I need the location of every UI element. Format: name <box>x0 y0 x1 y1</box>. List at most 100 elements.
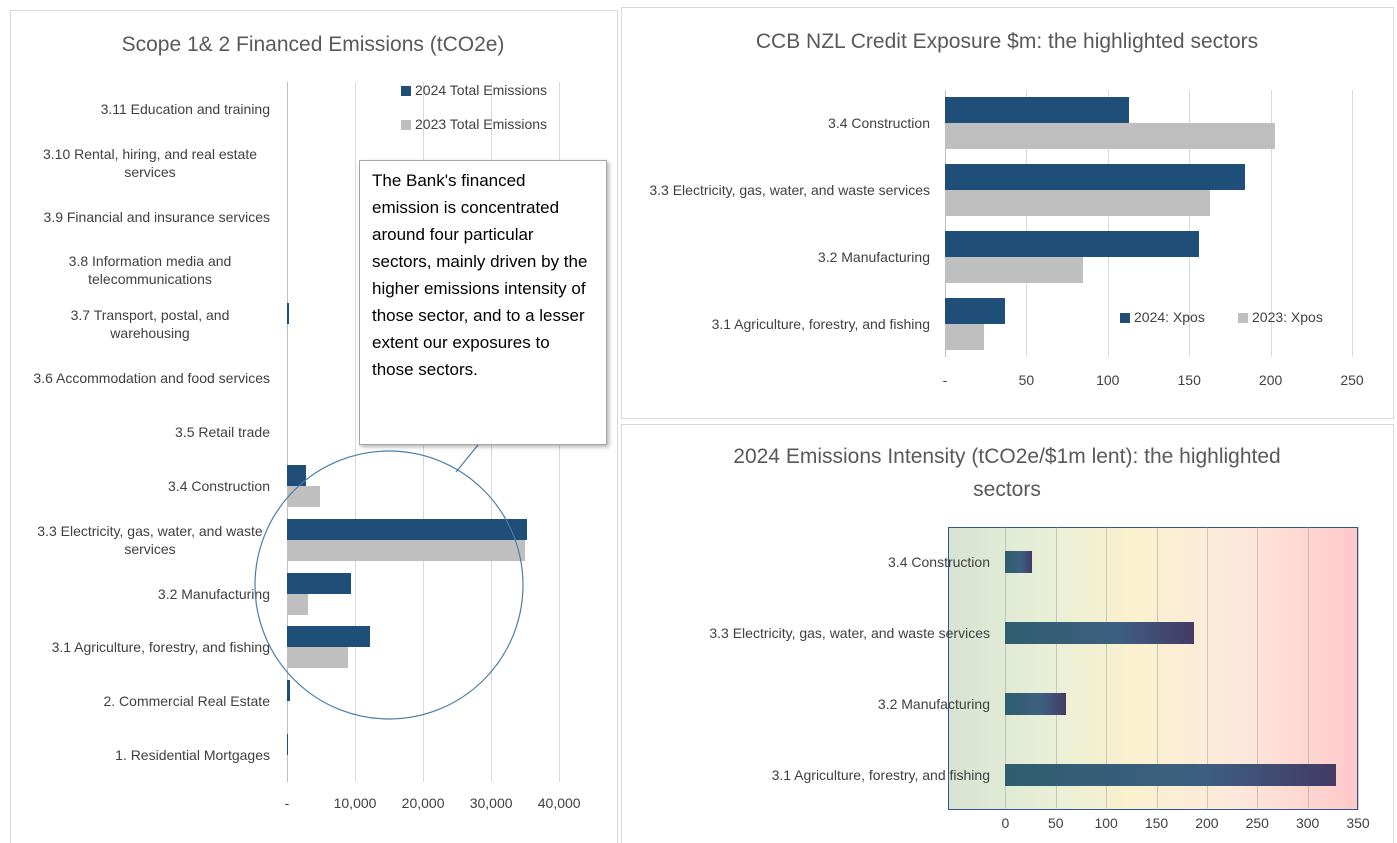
grid-line <box>1189 90 1191 357</box>
bar <box>287 701 289 723</box>
x-tick-label: 250 <box>1340 372 1364 388</box>
bar <box>945 256 1084 283</box>
category-label: 3.4 Construction <box>30 466 270 506</box>
grid-line <box>1206 527 1208 810</box>
category-text: 3.6 Accommodation and food services <box>33 370 270 387</box>
category-label: 1. Residential Mortgages <box>30 735 270 775</box>
chart-title: 2024 Emissions Intensity (tCO2e/$1m lent… <box>733 445 1281 501</box>
category-text: 3.5 Retail trade <box>175 424 270 440</box>
bar <box>287 464 307 486</box>
grid-line <box>1106 527 1108 810</box>
category-label: 3.4 Construction <box>630 103 930 143</box>
category-label: 3.2 Manufacturing <box>30 574 270 614</box>
grid-line <box>1156 527 1158 810</box>
category-text: 3.11 Education and training <box>100 100 270 117</box>
x-tick-label: 10,000 <box>333 795 377 811</box>
x-tick-label: 200 <box>1258 372 1283 388</box>
category-label: 2. Commercial Real Estate <box>30 681 270 721</box>
grid-line <box>1270 90 1272 357</box>
bar <box>945 190 1211 217</box>
legend-label: 2024 Total Emissions <box>415 82 548 98</box>
grid-line <box>1352 90 1353 357</box>
bar <box>287 593 309 615</box>
category-label: 3.3 Electricity, gas, water, and waste s… <box>630 613 990 653</box>
grid-line <box>1107 90 1109 357</box>
category-text: 3.4 Construction <box>828 115 930 132</box>
bar <box>287 647 348 669</box>
legend-swatch <box>401 120 411 130</box>
x-tick-label: 100 <box>1094 815 1118 831</box>
x-tick-label: 30,000 <box>469 795 513 811</box>
bar <box>945 323 985 350</box>
bar <box>1005 622 1194 645</box>
grid-line <box>1055 527 1057 810</box>
category-label: 3.7 Transport, postal, and warehousing <box>30 304 270 344</box>
category-text: 3.2 Manufacturing <box>157 585 270 602</box>
x-tick-label: 150 <box>1177 372 1201 388</box>
category-label: 3.3 Electricity, gas, water, and waste s… <box>630 170 930 210</box>
x-tick-label: 50 <box>1018 372 1035 388</box>
category-label: 3.2 Manufacturing <box>630 237 930 277</box>
plot-area <box>948 527 1358 810</box>
bar <box>1005 763 1336 786</box>
callout: The Bank's financed emission is concentr… <box>359 160 607 445</box>
category-label: 3.6 Accommodation and food services <box>30 358 270 398</box>
bar <box>945 230 1199 257</box>
x-tick-label: 0 <box>1001 815 1010 831</box>
legend-label: 2023: Xpos <box>1252 309 1323 325</box>
category-label: 3.1 Agriculture, forestry, and fishing <box>630 304 930 344</box>
axis-line <box>287 82 288 782</box>
legend-label: 2024: Xpos <box>1134 309 1205 325</box>
x-tick-label: 100 <box>1096 372 1120 388</box>
category-label: 3.5 Retail trade <box>30 412 270 452</box>
legend-swatch <box>401 86 411 96</box>
x-tick-label: - <box>942 372 948 388</box>
category-label: 3.9 Financial and insurance services <box>30 197 270 237</box>
bar <box>287 572 351 594</box>
legend-swatch <box>1120 313 1130 323</box>
legend-label: 2023 Total Emissions <box>415 116 548 132</box>
chart-title: Scope 1& 2 Financed Emissions (tCO2e) <box>121 33 505 56</box>
category-label: 3.1 Agriculture, forestry, and fishing <box>30 627 270 667</box>
bar <box>287 755 288 777</box>
category-label: 3.11 Education and training <box>30 89 270 129</box>
bar <box>945 297 1006 324</box>
bar <box>945 164 1245 191</box>
category-label: 3.3 Electricity, gas, water, and waste s… <box>30 520 270 560</box>
category-text: 3.8 Information media and telecommunicat… <box>68 253 232 288</box>
category-text: 2. Commercial Real Estate <box>103 693 270 710</box>
category-label: 3.2 Manufacturing <box>630 684 990 724</box>
bar <box>287 518 528 540</box>
grid-line <box>355 82 357 782</box>
category-text: 3.3 Electricity, gas, water, and waste s… <box>649 182 930 199</box>
category-text: 3.4 Construction <box>168 477 270 494</box>
grid-line <box>1307 527 1309 810</box>
x-tick-label: - <box>284 795 290 811</box>
bar <box>1005 551 1032 574</box>
category-text: 3.10 Rental, hiring, and real estate ser… <box>42 145 258 180</box>
category-text: 3.9 Financial and insurance services <box>43 208 270 225</box>
bar <box>287 303 290 325</box>
x-tick-label: 350 <box>1346 815 1370 831</box>
category-label: 3.10 Rental, hiring, and real estate ser… <box>30 143 270 183</box>
bar <box>945 97 1129 124</box>
x-tick-label: 150 <box>1144 815 1169 831</box>
bar <box>287 734 289 756</box>
category-text: 3.2 Manufacturing <box>817 248 930 265</box>
bar <box>945 123 1276 150</box>
category-text: 3.1 Agriculture, forestry, and fishing <box>51 639 270 656</box>
grid-line <box>1257 527 1259 810</box>
x-tick-label: 300 <box>1295 815 1320 831</box>
category-text: 3.1 Agriculture, forestry, and fishing <box>711 315 930 332</box>
grid-line <box>1358 527 1359 810</box>
chart-title: CCB NZL Credit Exposure $m: the highligh… <box>755 30 1259 53</box>
x-tick-label: 250 <box>1245 815 1269 831</box>
x-tick-label: 40,000 <box>537 795 581 811</box>
bar <box>287 626 370 648</box>
category-label: 3.4 Construction <box>630 542 990 582</box>
grid-line <box>1005 527 1007 810</box>
bar <box>287 485 320 507</box>
bar <box>287 270 289 292</box>
bar <box>287 539 526 561</box>
